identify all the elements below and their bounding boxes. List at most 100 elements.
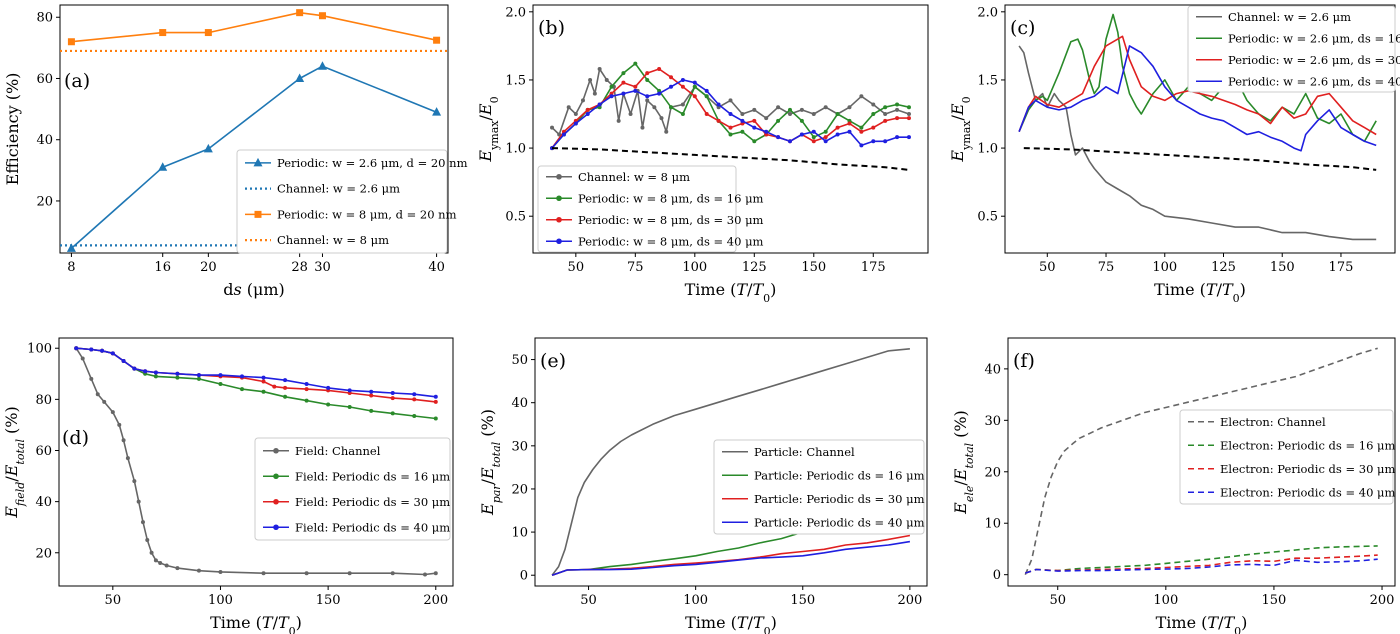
legend-e: Particle: Channel Particle: Periodic ds =…	[713, 439, 925, 535]
panel-label-e: (e)	[540, 350, 566, 372]
legend-box-b	[537, 165, 737, 253]
data-point-d-1	[390, 411, 395, 416]
y-tick-label-e: 30	[511, 439, 528, 454]
x-tick-label-e: 150	[790, 593, 815, 608]
data-point-d-3	[433, 394, 438, 399]
data-point-d-0	[158, 560, 163, 565]
data-point-d-3	[347, 388, 352, 393]
data-point-b-1	[692, 84, 697, 89]
data-point-d-2	[433, 399, 438, 404]
data-point-d-3	[304, 382, 309, 387]
x-axis-label-d: Time (T/T0)	[210, 613, 302, 634]
y-tick-label-d: 60	[35, 444, 52, 459]
data-point-d-2	[272, 384, 277, 389]
x-tick-label-a: 28	[291, 260, 308, 275]
data-point-d-3	[132, 366, 137, 371]
chart-panel-b: 50 75 100 125 150 175 0.5 1.0 1.5 2.0 Time (T/T0) E…	[476, 4, 929, 305]
legend-box-d	[254, 437, 451, 541]
data-point-b-1	[823, 129, 828, 134]
data-point-b-0	[645, 98, 650, 103]
series-line-e-3	[551, 540, 911, 576]
x-tick-label-c: 125	[1211, 260, 1236, 275]
data-point-a-2	[204, 29, 212, 37]
data-point-b-3	[799, 132, 804, 137]
data-point-b-3	[811, 129, 816, 134]
legend-marker-d	[273, 524, 279, 531]
data-point-b-3	[871, 139, 876, 144]
data-point-d-2	[304, 387, 309, 392]
x-tick-label-b: 50	[568, 260, 585, 275]
data-point-b-2	[811, 139, 816, 144]
series-line-b-4	[551, 147, 910, 171]
data-point-b-3	[823, 139, 828, 144]
legend-label-c: Periodic: w = 2.6 μm, ds = 40 μm	[1228, 74, 1400, 88]
y-tick-label-d: 40	[35, 495, 52, 510]
data-point-d-1	[369, 408, 374, 413]
data-point-d-0	[89, 376, 94, 381]
data-point-a-0	[203, 143, 213, 153]
series-line-e-0	[551, 348, 910, 576]
y-tick-label-a: 80	[36, 11, 53, 26]
x-tick-label-a: 20	[200, 260, 217, 275]
legend-box-f	[1179, 409, 1394, 505]
data-point-b-0	[799, 107, 804, 112]
y-axis-label-e: Epar/Etotal (%)	[478, 409, 503, 516]
data-point-d-0	[132, 479, 137, 484]
data-point-b-3	[609, 94, 614, 99]
x-tick-label-b: 100	[682, 260, 707, 275]
legend-marker-d	[273, 473, 279, 480]
x-tick-label-c: 75	[1098, 260, 1115, 275]
x-tick-label-e: 100	[683, 593, 708, 608]
data-point-b-0	[604, 77, 609, 82]
legend-marker-d	[273, 447, 279, 454]
data-point-b-3	[633, 88, 638, 93]
data-point-d-2	[412, 397, 417, 402]
data-point-b-3	[847, 129, 852, 134]
data-point-b-2	[752, 118, 757, 123]
x-axis-label-a: ds (μm)	[223, 280, 285, 299]
x-tick-label-b: 125	[742, 260, 767, 275]
data-point-b-3	[859, 143, 864, 148]
legend-b: Channel: w = 8 μm Periodic: w = 8 μm, ds …	[537, 165, 764, 253]
legend-marker-b	[556, 195, 562, 202]
data-point-d-1	[412, 413, 417, 418]
data-point-b-0	[628, 112, 633, 117]
data-point-b-1	[740, 129, 745, 134]
series-line-a-0	[70, 65, 437, 249]
data-point-b-0	[776, 105, 781, 110]
data-point-d-0	[433, 571, 438, 576]
y-tick-label-e: 10	[511, 526, 528, 541]
chart-panel-f: 50 100 150 200 0 10 20 30 40 Time (T/T0) Eele/Etot…	[951, 337, 1396, 634]
data-point-b-2	[716, 118, 721, 123]
legend-label-c: Periodic: w = 2.6 μm, ds = 16 μm	[1228, 31, 1400, 45]
data-point-b-3	[716, 102, 721, 107]
data-point-b-0	[740, 112, 745, 117]
x-tick-label-f: 50	[1049, 593, 1066, 608]
data-point-b-2	[704, 112, 709, 117]
data-point-b-1	[859, 125, 864, 130]
legend-marker-b	[556, 173, 562, 180]
data-point-b-0	[883, 112, 888, 117]
chart-panel-a: 8 16 20 28 30 40 20 40 60 80 ds (μm) Efficiency (%)…	[3, 4, 468, 299]
y-tick-label-b: 1.5	[505, 73, 526, 88]
legend-label-a: Channel: w = 8 μm	[277, 233, 389, 247]
x-axis-label-c: Time (T/T0)	[1154, 280, 1246, 305]
x-tick-label-b: 75	[627, 260, 644, 275]
legend-label-d: Field: Periodic ds = 16 μm	[295, 469, 450, 483]
data-point-b-0	[616, 118, 621, 123]
legend-label-a: Channel: w = 2.6 μm	[277, 182, 400, 196]
data-point-d-2	[261, 379, 266, 384]
legend-label-f: Electron: Periodic ds = 30 μm	[1220, 462, 1396, 476]
data-point-b-3	[740, 118, 745, 123]
data-point-b-0	[597, 67, 602, 72]
panel-label-a: (a)	[64, 70, 90, 92]
data-point-b-0	[580, 98, 585, 103]
data-point-b-1	[799, 118, 804, 123]
data-point-b-0	[752, 107, 757, 112]
data-point-a-0	[317, 61, 327, 70]
y-tick-label-a: 40	[36, 133, 53, 148]
data-point-b-0	[847, 105, 852, 110]
data-point-d-3	[143, 369, 148, 374]
data-point-d-0	[95, 392, 100, 397]
